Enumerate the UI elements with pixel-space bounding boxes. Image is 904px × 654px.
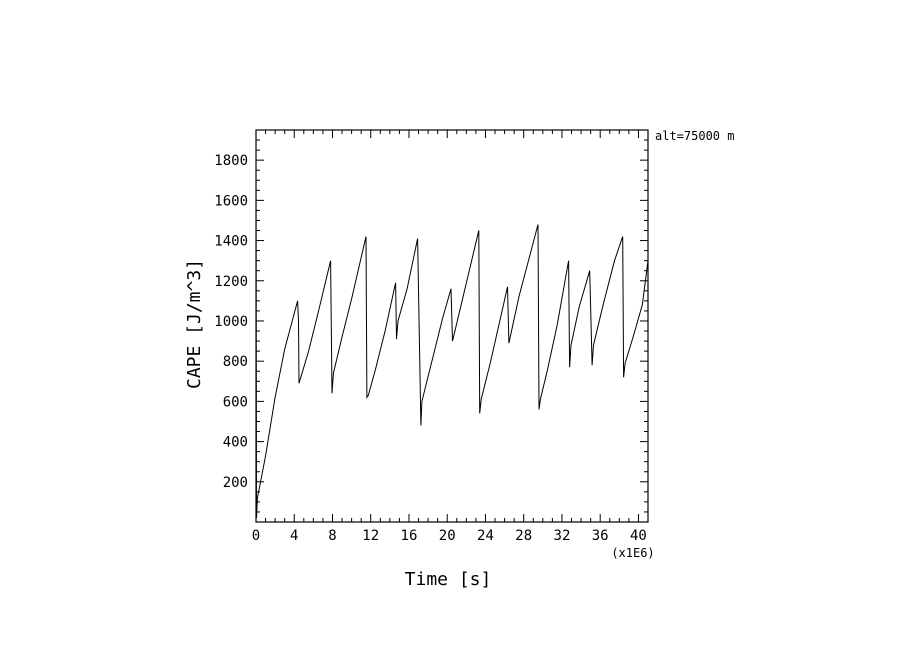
y-tick-label: 1000: [214, 314, 248, 330]
x-tick-label: 40: [630, 528, 647, 544]
x-tick-label: 8: [328, 528, 336, 544]
x-tick-label: 20: [439, 528, 456, 544]
y-tick-label: 400: [223, 435, 248, 451]
y-tick-label: 1400: [214, 234, 248, 250]
x-axis-multiplier: (x1E6): [611, 546, 654, 560]
y-tick-label: 1800: [214, 153, 248, 169]
y-tick-label: 1200: [214, 274, 248, 290]
axis-tick-labels: 0 4 8 12 16 20 24 28 32 36 40 200 400 600 800 1000 1200 1…: [214, 153, 647, 544]
y-tick-label: 600: [223, 394, 248, 410]
x-tick-label: 12: [362, 528, 379, 544]
x-tick-label: 36: [592, 528, 609, 544]
x-tick-label: 0: [252, 528, 260, 544]
y-axis-title: CAPE [J/m^3]: [184, 259, 205, 389]
y-tick-label: 200: [223, 475, 248, 491]
y-tick-label: 800: [223, 354, 248, 370]
altitude-annotation: alt=75000 m: [655, 129, 734, 143]
x-tick-label: 4: [290, 528, 298, 544]
x-tick-label: 24: [477, 528, 494, 544]
series-line: [255, 170, 649, 519]
y-tick-label: 1600: [214, 193, 248, 209]
x-tick-label: 28: [515, 528, 532, 544]
x-tick-label: 16: [401, 528, 418, 544]
x-axis-title: Time [s]: [405, 569, 492, 590]
plot-area: 0 4 8 12 16 20 24 28 32 36 40 200 400 600 800 1000 1200 1…: [214, 129, 649, 544]
x-tick-label: 32: [554, 528, 571, 544]
